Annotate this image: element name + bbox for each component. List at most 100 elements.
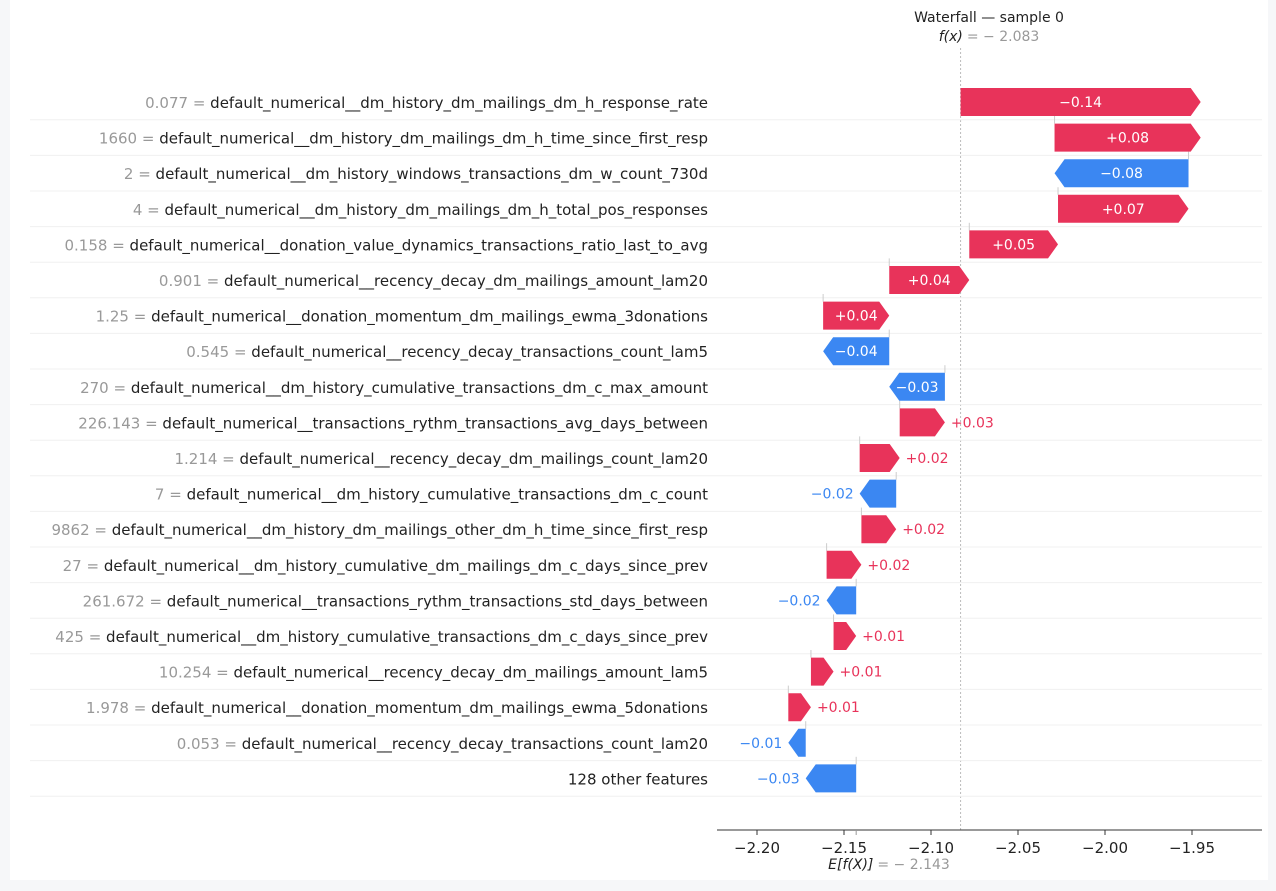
feature-label: 425 = default_numerical__dm_history_cumu… <box>55 628 708 647</box>
bar <box>788 728 806 757</box>
feature-labels: 0.077 = default_numerical__dm_history_dm… <box>51 94 708 788</box>
feature-name: default_numerical__dm_history_cumulative… <box>187 486 709 505</box>
feature-name: default_numerical__dm_history_dm_mailing… <box>165 201 709 220</box>
feature-value: 0.901 = <box>159 272 224 290</box>
feature-value: 226.143 = <box>78 414 162 432</box>
bar <box>1054 123 1201 152</box>
bar-value-label: +0.01 <box>840 665 883 681</box>
bar-value-label: +0.01 <box>862 629 905 645</box>
bars: −0.14 +0.08 −0.08 +0.07 +0.05 +0.04 +0.04 −0.04… <box>739 88 1201 793</box>
feature-label: 0.545 = default_numerical__recency_decay… <box>186 343 708 362</box>
feature-name: default_numerical__dm_history_cumulative… <box>106 628 708 647</box>
bar-value-label: +0.02 <box>902 522 945 538</box>
bar-value-label: +0.04 <box>908 273 951 289</box>
gridlines <box>30 48 1262 830</box>
x-tick-label: −1.95 <box>1169 839 1215 857</box>
fx-annotation: f(x) = − 2.083 <box>939 29 1040 45</box>
bar <box>861 515 897 544</box>
feature-label: 270 = default_numerical__dm_history_cumu… <box>80 379 708 398</box>
feature-value: 1.978 = <box>86 699 151 717</box>
feature-value: 9862 = <box>51 521 111 539</box>
feature-name: default_numerical__recency_decay_transac… <box>242 735 708 754</box>
feature-label: 1.978 = default_numerical__donation_mome… <box>86 699 708 718</box>
bar-value-label: −0.03 <box>896 380 939 396</box>
bar-value-label: +0.02 <box>906 451 949 467</box>
feature-value: 261.672 = <box>83 592 167 610</box>
feature-label: 1660 = default_numerical__dm_history_dm_… <box>99 130 708 149</box>
feature-label: 1.25 = default_numerical__donation_momen… <box>96 308 709 327</box>
feature-name: default_numerical__dm_history_dm_mailing… <box>159 130 708 149</box>
feature-name: default_numerical__recency_decay_transac… <box>251 343 708 362</box>
bar-value-label: −0.04 <box>835 344 878 360</box>
feature-name: default_numerical__dm_history_cumulative… <box>131 379 708 398</box>
feature-name: 128 other features <box>568 770 708 788</box>
bar <box>1058 194 1189 223</box>
bar-value-label: −0.03 <box>757 771 800 787</box>
feature-label: 0.053 = default_numerical__recency_decay… <box>177 735 708 754</box>
feature-label: 0.901 = default_numerical__recency_decay… <box>159 272 708 291</box>
feature-label: 2 = default_numerical__dm_history_window… <box>124 165 708 184</box>
feature-label: 0.158 = default_numerical__donation_valu… <box>65 236 709 255</box>
bar <box>805 764 857 793</box>
chart-title: Waterfall — sample 0 <box>914 10 1064 26</box>
bar <box>899 408 945 437</box>
bar-value-label: +0.02 <box>867 558 910 574</box>
feature-value: 0.077 = <box>145 94 210 112</box>
bar-value-label: +0.07 <box>1102 202 1145 218</box>
feature-name: default_numerical__donation_value_dynami… <box>130 236 708 255</box>
x-tick-label: −2.00 <box>1082 839 1128 857</box>
bar <box>788 693 811 722</box>
feature-label: 1.214 = default_numerical__recency_decay… <box>174 450 708 469</box>
bar <box>969 230 1059 259</box>
bar <box>859 444 900 472</box>
feature-value: 1660 = <box>99 130 159 148</box>
feature-name: default_numerical__recency_decay_dm_mail… <box>234 664 709 683</box>
bar <box>823 301 890 330</box>
bar <box>826 550 862 579</box>
feature-name: default_numerical__transactions_rythm_tr… <box>162 414 708 433</box>
bar <box>960 88 1201 116</box>
bar <box>889 372 945 401</box>
x-tick-label: −2.20 <box>734 839 780 857</box>
feature-name: default_numerical__dm_history_windows_tr… <box>156 165 708 184</box>
fx-label: f(x) <box>939 29 963 45</box>
feature-value: 1.25 = <box>96 308 152 326</box>
feature-name: default_numerical__recency_decay_dm_mail… <box>224 272 708 291</box>
base-value: = − 2.143 <box>877 857 949 873</box>
feature-name: default_numerical__dm_history_dm_mailing… <box>112 521 708 540</box>
bar <box>826 586 857 615</box>
feature-label: 10.254 = default_numerical__recency_deca… <box>159 664 708 683</box>
feature-value: 0.158 = <box>65 236 130 254</box>
x-tick-label: −2.05 <box>995 839 1041 857</box>
feature-label: 261.672 = default_numerical__transaction… <box>83 592 708 611</box>
feature-label: 226.143 = default_numerical__transaction… <box>78 414 708 433</box>
feature-value: 7 = <box>155 486 187 504</box>
feature-label: 0.077 = default_numerical__dm_history_dm… <box>145 94 708 113</box>
x-tick-label: −2.15 <box>821 839 867 857</box>
x-axis: −2.20 −2.15 −2.10 −2.05 −2.00 −1.95 <box>717 829 1262 857</box>
bar-value-label: +0.01 <box>817 700 860 716</box>
bar <box>859 479 897 508</box>
feature-value: 0.053 = <box>177 735 242 753</box>
bar-value-label: +0.05 <box>992 237 1035 253</box>
bar-value-label: +0.08 <box>1106 131 1149 147</box>
feature-name: default_numerical__dm_history_dm_mailing… <box>210 94 708 113</box>
feature-value: 425 = <box>55 628 106 646</box>
feature-value: 10.254 = <box>159 664 234 682</box>
bar <box>889 266 970 294</box>
bar <box>810 657 834 686</box>
bar-value-label: −0.14 <box>1059 95 1102 111</box>
feature-name: default_numerical__recency_decay_dm_mail… <box>240 450 708 469</box>
bar-value-label: −0.02 <box>778 593 821 609</box>
feature-label: 7 = default_numerical__dm_history_cumula… <box>155 486 708 505</box>
bar <box>833 622 857 650</box>
feature-label: 27 = default_numerical__dm_history_cumul… <box>63 557 709 576</box>
bar-value-label: −0.01 <box>739 736 782 752</box>
feature-label: 9862 = default_numerical__dm_history_dm_… <box>51 521 708 540</box>
feature-value: 0.545 = <box>186 343 251 361</box>
feature-value: 1.214 = <box>174 450 239 468</box>
bar-value-label: −0.08 <box>1100 166 1143 182</box>
feature-name: default_numerical__donation_momentum_dm_… <box>151 699 708 718</box>
